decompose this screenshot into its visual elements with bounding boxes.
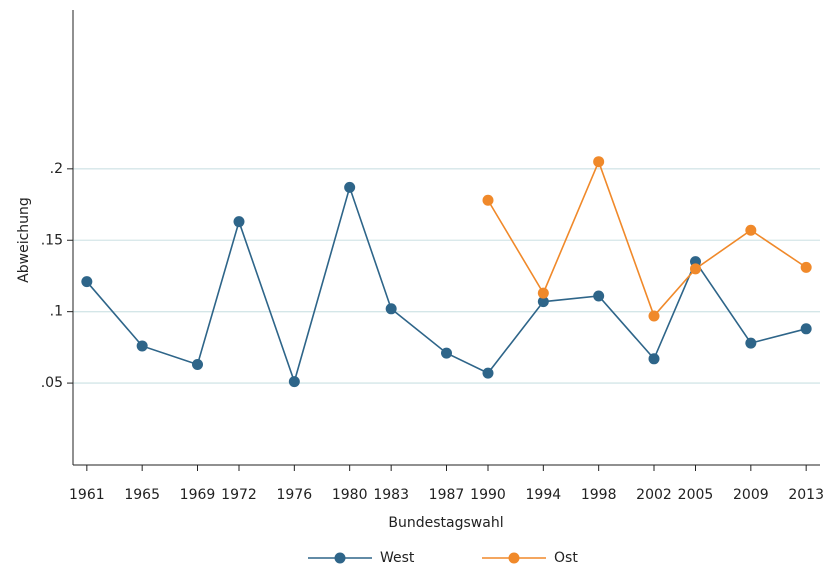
data-point [441,347,452,359]
data-point [482,367,494,379]
y-tick-label: .2 [50,161,63,177]
x-tick-label: 2002 [636,487,672,503]
data-point [745,337,757,349]
data-point [648,310,660,322]
data-point [648,353,660,365]
data-point [288,376,300,388]
x-tick-label: 1961 [69,487,105,503]
legend-label: West [380,550,415,566]
x-tick-label: 2005 [678,487,714,503]
y-axis-label: Abweichung [16,197,32,283]
x-tick-label: 2013 [788,487,824,503]
x-tick-label: 1998 [581,487,617,503]
data-point [537,296,549,308]
x-axis-label: Bundestagswahl [388,515,503,531]
x-tick-label: 1983 [373,487,409,503]
data-point [192,359,203,371]
data-point [800,323,812,335]
x-tick-label: 1990 [470,487,506,503]
y-tick-label: .15 [41,232,63,248]
x-tick-label: 1994 [526,487,562,503]
y-tick-label: .05 [41,375,63,391]
data-point [233,216,245,228]
x-tick-label: 1976 [277,487,313,503]
x-tick-label: 1987 [429,487,465,503]
x-tick-label: 2009 [733,487,769,503]
series-line [487,159,807,318]
data-point [482,194,494,206]
data-point [593,156,605,168]
data-point [745,224,757,236]
data-point [385,303,397,315]
x-tick-label: 1965 [124,487,160,503]
data-point [593,290,605,302]
data-point [537,287,549,299]
y-tick-label: .1 [50,304,63,320]
data-point [81,276,93,288]
data-point [690,263,701,275]
data-point [800,261,812,273]
legend-marker [508,552,520,564]
x-tick-label: 1972 [221,487,257,503]
legend-label: Ost [554,550,578,566]
data-point [136,340,148,352]
data-point [344,181,356,193]
x-tick-label: 1969 [180,487,216,503]
x-tick-label: 1980 [332,487,368,503]
legend-marker [334,552,346,564]
